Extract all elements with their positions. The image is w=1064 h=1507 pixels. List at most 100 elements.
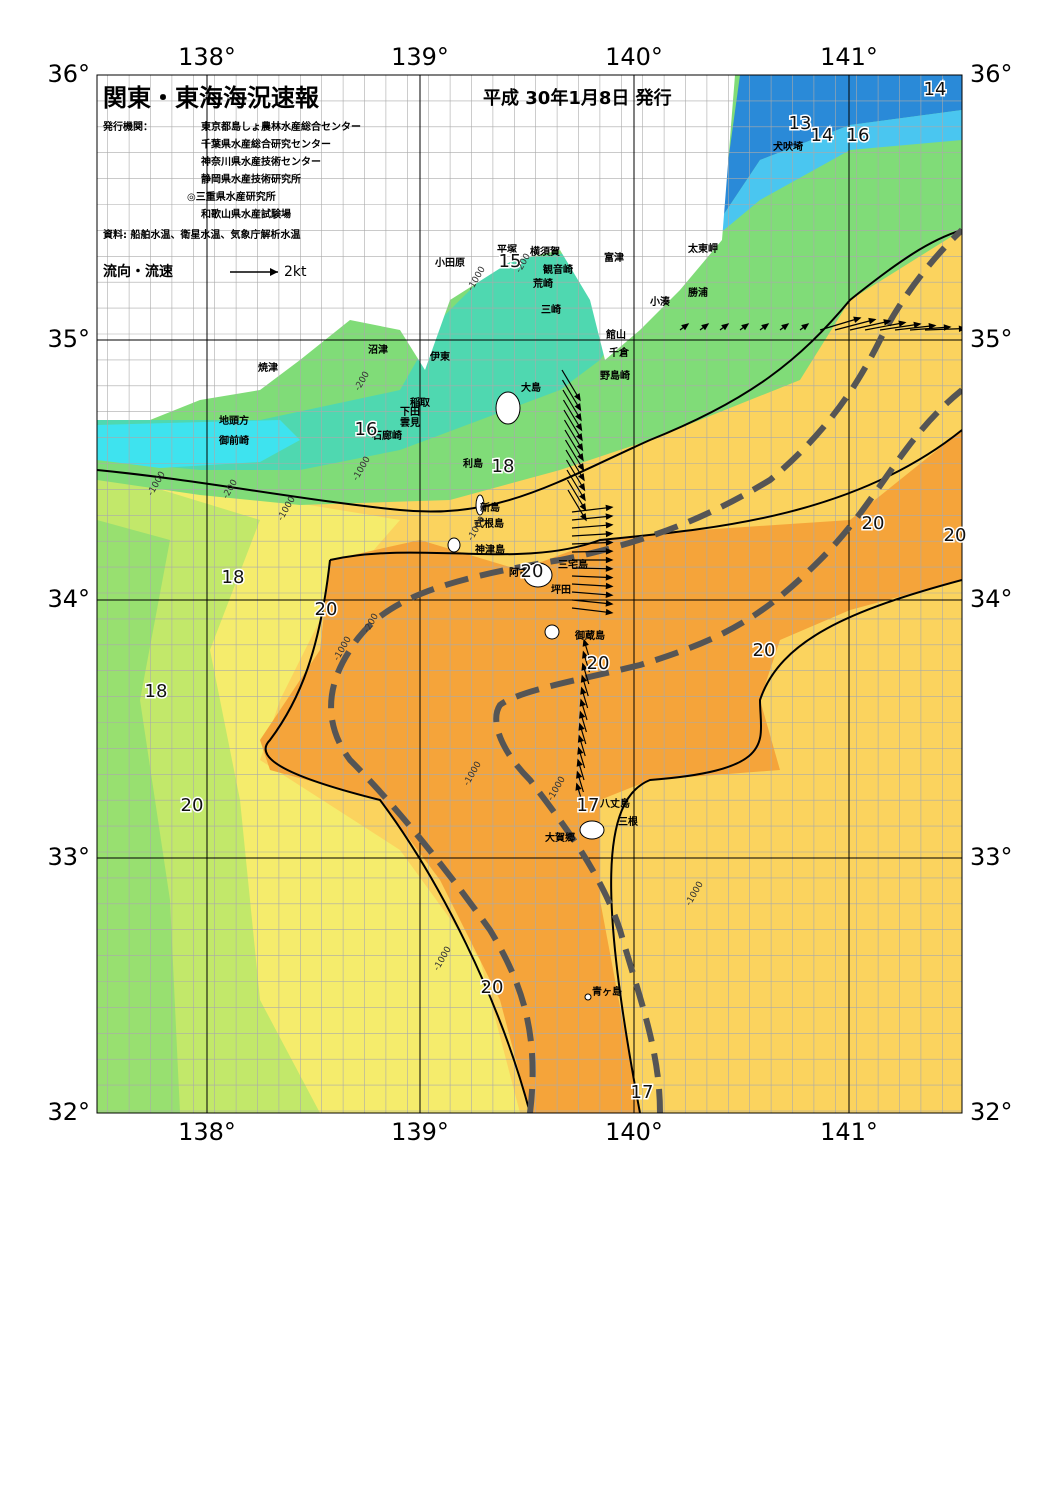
temperature-label: 20: [587, 653, 610, 674]
current-arrowhead: [721, 323, 730, 331]
place-name: 御蔵島: [574, 629, 605, 642]
current-arrowhead: [577, 734, 585, 743]
current-arrowhead: [958, 325, 962, 332]
current-arrow: [571, 607, 613, 614]
issuer: 千葉県水産総合研究センター: [201, 138, 331, 151]
issuer: 神奈川県水産技術センター: [201, 155, 321, 168]
current-arrowhead: [928, 322, 937, 330]
current-arrowhead: [576, 443, 584, 452]
current-arrowhead: [605, 522, 614, 529]
issuer: 東京都島しょ農林水産総合センター: [201, 120, 361, 133]
place-name: 三崎: [541, 303, 561, 316]
current-arrow: [571, 524, 613, 529]
lon-label: 138°: [178, 43, 236, 71]
temperature-label: 17: [577, 795, 600, 816]
place-name: 勝浦: [688, 286, 708, 299]
temperature-label: 20: [481, 977, 504, 998]
current-arrow: [571, 541, 613, 545]
current-arrowhead: [868, 317, 877, 325]
temperature-label: 17: [631, 1082, 654, 1103]
lat-label: 36°: [47, 60, 90, 88]
temperature-label: 14: [811, 125, 834, 146]
current-arrow: [819, 317, 861, 331]
lon-label: 141°: [820, 1118, 878, 1146]
current-arrowhead: [761, 323, 770, 331]
temperature-label: 20: [315, 599, 338, 620]
place-name: 利島: [463, 457, 483, 470]
lat-label: 33°: [970, 843, 1013, 871]
place-name: 下田: [400, 406, 420, 418]
current-arrowhead: [582, 638, 589, 647]
place-name: 大賀郷: [545, 831, 575, 844]
place-name: 坪田: [551, 583, 571, 596]
frame: [96, 74, 963, 1114]
current-arrow: [849, 320, 891, 331]
place-name: 地頭方: [219, 414, 249, 427]
current-arrow: [571, 583, 613, 587]
current-arrow: [571, 515, 613, 521]
place-name: 館山: [605, 328, 626, 341]
lon-label: 141°: [820, 43, 878, 71]
lon-label: 140°: [605, 43, 663, 71]
place-name: 横須賀: [530, 245, 560, 258]
current-arrowhead: [605, 548, 614, 555]
place-name: 石廊崎: [371, 429, 402, 442]
current-arrow: [571, 591, 613, 596]
legend-scale: 2kt: [284, 264, 307, 280]
current-arrowhead: [578, 722, 585, 731]
current-arrow: [924, 328, 962, 331]
current-arrow: [909, 326, 951, 331]
current-arrow: [879, 323, 921, 331]
current-arrow: [571, 575, 613, 579]
current-arrowhead: [943, 324, 952, 331]
current-arrow: [571, 567, 613, 570]
lat-label: 35°: [970, 325, 1013, 353]
current-arrowhead: [913, 321, 922, 329]
place-name: 千倉: [609, 346, 630, 359]
current-arrowhead: [576, 758, 583, 767]
place-name: 荒崎: [532, 277, 553, 290]
lon-label: 140°: [605, 1118, 663, 1146]
current-arrowhead: [575, 423, 583, 432]
current-arrowhead: [605, 574, 614, 581]
current-arrowhead: [578, 473, 585, 482]
legend-arrowhead: [270, 268, 278, 276]
current-arrowhead: [579, 493, 586, 502]
current-arrowhead: [605, 513, 614, 520]
place-name: 三宅島: [558, 558, 588, 571]
place-name: 神津島: [475, 543, 505, 556]
lat-label: 33°: [47, 843, 90, 871]
current-arrow: [571, 506, 613, 513]
lon-label: 138°: [178, 1118, 236, 1146]
place-name: 稲取: [410, 396, 431, 409]
current-arrowhead: [701, 323, 710, 331]
title: 関東・東海海況速報: [103, 84, 320, 112]
lon-label: 139°: [391, 43, 449, 71]
temperature-label: 13: [789, 113, 812, 134]
current-arrowhead: [605, 591, 614, 598]
current-arrow: [571, 550, 613, 553]
date: 平成 30年1月8日 発行: [483, 87, 672, 109]
current-arrowhead: [883, 319, 892, 326]
temperature-label: 20: [181, 795, 204, 816]
current-arrowhead: [582, 650, 589, 659]
current-arrowhead: [578, 483, 586, 492]
place-name: 小田原: [434, 256, 465, 269]
temperature-label: 18: [492, 456, 515, 477]
place-name: 雲見: [400, 417, 420, 429]
current-arrowhead: [574, 403, 582, 412]
current-arrow: [571, 533, 613, 537]
place-name: 大島: [521, 381, 541, 394]
current-arrowhead: [577, 746, 584, 755]
current-arrowhead: [781, 323, 790, 331]
place-name: 八丈島: [599, 797, 630, 810]
current-arrowhead: [575, 782, 582, 791]
place-name: 式根島: [474, 517, 504, 530]
temperature-label: 16: [847, 125, 870, 146]
issuer: ◎三重県水産研究所: [187, 190, 276, 203]
place-name: 伊東: [429, 350, 450, 363]
current-arrowhead: [681, 323, 690, 331]
current-arrow: [834, 318, 876, 331]
lat-label: 36°: [970, 60, 1013, 88]
lat-label: 34°: [970, 585, 1013, 613]
